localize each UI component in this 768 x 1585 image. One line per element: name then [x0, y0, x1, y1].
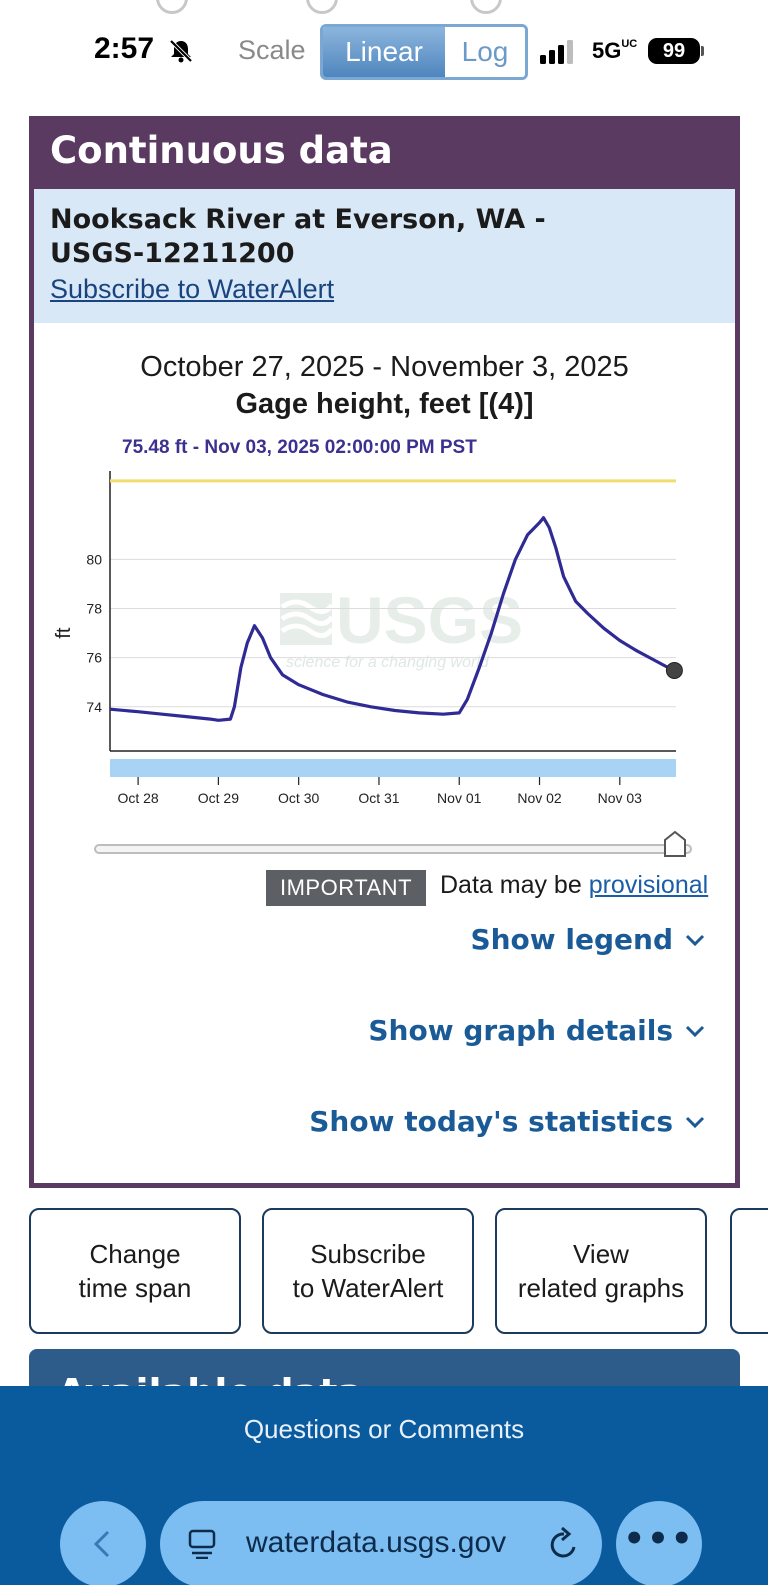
- footer: Questions or Comments waterdata.usgs.gov…: [0, 1386, 768, 1585]
- scale-linear-button[interactable]: Linear: [323, 27, 445, 77]
- hover-readout: 75.48 ft - Nov 03, 2025 02:00:00 PM PST: [122, 437, 477, 458]
- ghost-circle-icon: [470, 0, 502, 14]
- watermark-tagline: science for a changing world: [286, 654, 490, 671]
- watermark-text: USGS: [336, 583, 523, 657]
- subscribe-waterealert-link[interactable]: Subscribe to WaterAlert: [50, 274, 335, 304]
- chart-axes: [109, 471, 676, 752]
- status-bar: 2:57 Scale Linear Log 5GUC 99: [0, 0, 768, 100]
- view-related-graphs-button[interactable]: View related graphs: [495, 1208, 707, 1334]
- y-axis-label: ft: [53, 627, 75, 639]
- chevron-down-icon: [685, 1116, 705, 1128]
- chevron-down-icon: [685, 934, 705, 946]
- more-actions-button-partial[interactable]: [730, 1208, 768, 1334]
- x-tick-label: Nov 01: [437, 790, 482, 806]
- x-tick-label: Oct 29: [198, 790, 239, 806]
- provisional-notice: Data may be provisional: [440, 871, 709, 899]
- battery-indicator: 99: [648, 38, 700, 64]
- reload-icon[interactable]: [548, 1527, 580, 1561]
- subscribe-waterealert-button[interactable]: Subscribe to WaterAlert: [262, 1208, 474, 1334]
- x-axis-ticks: Oct 28 Oct 29 Oct 30 Oct 31 Nov 01 Nov 02 Nov …: [117, 777, 642, 806]
- parameter-title: Gage height, feet [(4)]: [235, 388, 534, 420]
- usgs-watermark: USGS science for a changing world: [280, 583, 523, 671]
- continuous-data-panel: Continuous data Nooksack River at Everso…: [29, 116, 740, 1188]
- show-legend-toggle[interactable]: Show legend: [470, 923, 705, 956]
- status-time: 2:57: [94, 32, 155, 65]
- panel-header: Continuous data: [34, 121, 735, 189]
- provisional-link[interactable]: provisional: [588, 871, 709, 899]
- browser-back-button[interactable]: [60, 1501, 146, 1585]
- timespan-slider-track[interactable]: [94, 844, 692, 854]
- y-tick-label: 78: [86, 601, 102, 617]
- x-tick-label: Nov 03: [598, 790, 643, 806]
- x-tick-label: Oct 30: [278, 790, 319, 806]
- x-tick-label: Nov 02: [517, 790, 562, 806]
- site-title: Nooksack River at Everson, WA - USGS-122…: [50, 204, 546, 269]
- ghost-circle-icon: [156, 0, 188, 14]
- chevron-down-icon: [685, 1025, 705, 1037]
- show-legend-label: Show legend: [470, 923, 673, 956]
- y-axis-ticks: 74 76 78 80: [86, 551, 102, 714]
- x-tick-label: Oct 31: [358, 790, 399, 806]
- series-line-gage-height: [109, 516, 676, 722]
- browser-more-button[interactable]: •••: [616, 1501, 702, 1585]
- questions-or-comments-link[interactable]: Questions or Comments: [243, 1414, 525, 1444]
- show-graph-details-toggle[interactable]: Show graph details: [368, 1014, 705, 1047]
- more-icon: •••: [623, 1519, 695, 1559]
- battery-nub: [701, 46, 704, 56]
- scale-label: Scale: [238, 35, 306, 65]
- cellular-signal-icon: [540, 40, 573, 64]
- network-type: 5GUC: [592, 38, 638, 63]
- scale-toggle: Linear Log: [320, 24, 528, 80]
- hover-point: [665, 661, 683, 679]
- tab-overview-icon[interactable]: [188, 1529, 216, 1559]
- bell-muted-icon: [169, 39, 193, 63]
- address-bar[interactable]: waterdata.usgs.gov: [160, 1501, 602, 1585]
- x-tick-label: Oct 28: [117, 790, 158, 806]
- date-range: October 27, 2025 - November 3, 2025: [140, 351, 629, 383]
- y-tick-label: 80: [86, 551, 102, 567]
- ghost-circle-icon: [306, 0, 338, 14]
- show-todays-statistics-label: Show today's statistics: [309, 1105, 673, 1138]
- show-todays-statistics-toggle[interactable]: Show today's statistics: [309, 1105, 705, 1138]
- site-info-box: Nooksack River at Everson, WA - USGS-122…: [34, 189, 735, 323]
- gage-height-chart[interactable]: USGS science for a changing world 74 76 78…: [34, 121, 735, 821]
- y-tick-label: 74: [86, 699, 102, 715]
- show-graph-details-label: Show graph details: [368, 1014, 673, 1047]
- url-text: waterdata.usgs.gov: [246, 1526, 507, 1559]
- timespan-slider-handle[interactable]: [663, 830, 687, 858]
- important-badge: IMPORTANT: [266, 870, 426, 906]
- time-brush-bar[interactable]: [110, 759, 676, 777]
- y-tick-label: 76: [86, 650, 102, 666]
- chevron-left-icon: [93, 1530, 110, 1558]
- scale-log-button[interactable]: Log: [445, 27, 525, 77]
- change-time-span-button[interactable]: Change time span: [29, 1208, 241, 1334]
